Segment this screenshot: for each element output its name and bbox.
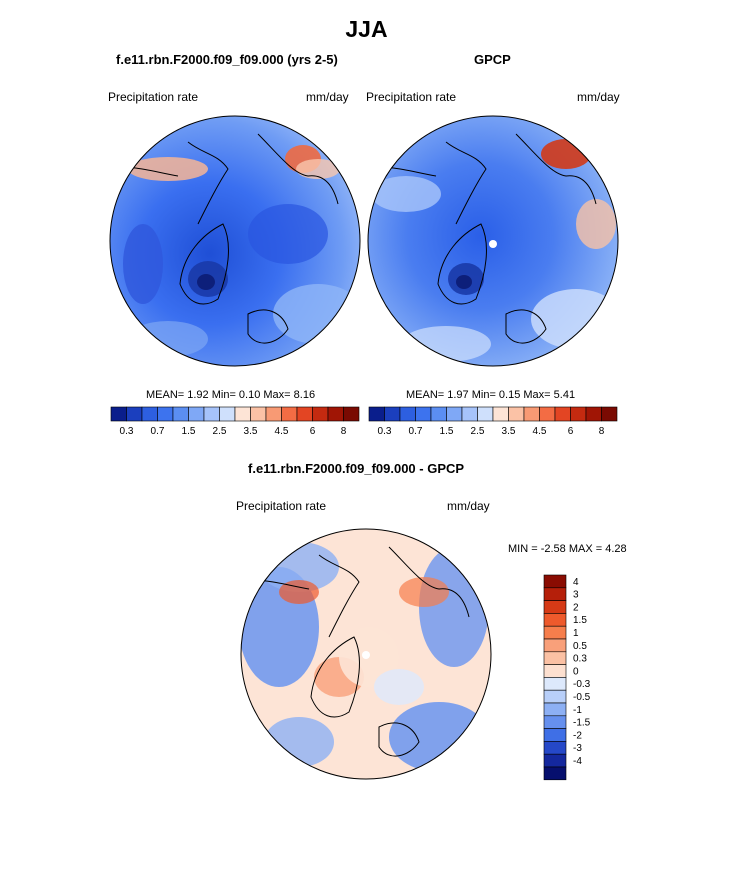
panel-1-units-label: mm/day: [306, 90, 349, 104]
panel-3-colorbar-box: [543, 613, 567, 627]
panel-2-variable-label: Precipitation rate: [366, 90, 457, 104]
panel-2-colorbar-box: [539, 406, 556, 422]
panel-2-colorbar-tick-label: 0.7: [409, 426, 423, 437]
panel-2-colorbar-box: [554, 406, 571, 422]
panel-1-colorbar-box: [327, 406, 344, 422]
panel-1-colorbar-box: [234, 406, 251, 422]
panel-1-colorbar: 0.3 0.7 1.5 2.5 3.5 4.5 6 8: [110, 406, 360, 437]
panel-1-variable-label: Precipitation rate: [108, 90, 199, 104]
panel-3-colorbar-box: [543, 574, 567, 589]
panel-3-colorbar-box: [543, 689, 567, 704]
panel-3-title: f.e11.rbn.F2000.f09_f09.000 - GPCP: [248, 461, 465, 476]
panel-1-stats: MEAN= 1.92 Min= 0.10 Max= 8.16: [146, 389, 316, 401]
panel-3-colorbar-box: [543, 664, 567, 678]
panel-3-colorbar-box: [543, 600, 567, 614]
panel-2-stats: MEAN= 1.97 Min= 0.15 Max= 5.41: [406, 389, 576, 401]
panel-3-colorbar: 4 32 1.5 1 0.5 0.30 -0.3 -0.5 -1 -1.5-2 -3 -4: [543, 574, 591, 781]
panel-3-colorbar-tick-label: 0.3: [573, 654, 587, 665]
panel-2-colorbar-box: [446, 406, 463, 422]
panel-1-colorbar-box: [281, 406, 298, 422]
panel-3-colorbar-tick-label: -2: [573, 730, 582, 741]
panel-3-colorbar-box: [543, 677, 567, 691]
panel-2-colorbar-tick-label: 6: [568, 426, 574, 437]
panel-3-colorbar-box: [543, 766, 567, 781]
panel-1-colorbar-box: [250, 406, 267, 422]
panel-1-polar-map: [109, 115, 361, 367]
panel-1-colorbar-box: [203, 406, 220, 422]
panel-3-colorbar-box: [543, 715, 567, 729]
panel-2-colorbar-box: [399, 406, 416, 422]
panel-3-units-label: mm/day: [447, 499, 490, 513]
panel-1-colorbar-box: [126, 406, 143, 422]
panel-1-colorbar-tick-label: 2.5: [213, 426, 227, 437]
panel-2-colorbar-tick-label: 8: [599, 426, 605, 437]
panel-3-colorbar-tick-label: 3: [573, 590, 579, 601]
panel-3-colorbar-tick-label: 4: [573, 577, 579, 588]
panel-2-colorbar-tick-label: 3.5: [502, 426, 516, 437]
panel-1-colorbar-tick-label: 3.5: [244, 426, 258, 437]
panel-2-colorbar-tick-label: 1.5: [440, 426, 454, 437]
panel-3-colorbar-box: [543, 728, 567, 742]
panel-1-colorbar-box: [141, 406, 158, 422]
panel-3-colorbar-tick-label: -1.5: [573, 718, 591, 729]
panel-2-units-label: mm/day: [577, 90, 620, 104]
panel-2-colorbar-box: [601, 406, 618, 422]
panel-1-colorbar-box: [172, 406, 189, 422]
panel-3-colorbar-box: [543, 753, 567, 768]
panel-2-title: GPCP: [474, 52, 511, 67]
panel-2-colorbar-box: [492, 406, 509, 422]
panel-2-colorbar-tick-label: 4.5: [533, 426, 547, 437]
panel-3-colorbar-tick-label: 1: [573, 628, 579, 639]
panel-1-colorbar-tick-label: 6: [310, 426, 316, 437]
panel-1-colorbar-box: [296, 406, 313, 422]
panel-2-colorbar-box: [461, 406, 478, 422]
panel-2-colorbar-tick-label: 0.3: [378, 426, 392, 437]
panel-1-colorbar-tick-label: 0.3: [120, 426, 134, 437]
panel-2-colorbar-box: [368, 406, 385, 422]
panel-3-polar-map: [240, 528, 492, 780]
panel-1-colorbar-tick-label: 0.7: [151, 426, 165, 437]
panel-1-colorbar-tick-label: 8: [341, 426, 347, 437]
panel-2-colorbar-box: [384, 406, 401, 422]
panel-2-colorbar-box: [508, 406, 525, 422]
panel-3-stats: MIN = -2.58 MAX = 4.28: [508, 543, 627, 555]
panel-3-colorbar-box: [543, 638, 567, 653]
panel-3-colorbar-box: [543, 702, 567, 717]
panel-3-colorbar-box: [543, 651, 567, 665]
panel-1-colorbar-tick-label: 4.5: [275, 426, 289, 437]
panel-1-colorbar-box: [265, 406, 282, 422]
panel-1-colorbar-box: [312, 406, 329, 422]
panel-2-colorbar-box: [477, 406, 494, 422]
panel-3-colorbar-tick-label: -4: [573, 756, 582, 767]
panel-3-colorbar-box: [543, 625, 567, 640]
panel-3-colorbar-tick-label: 0: [573, 666, 579, 677]
panel-2-colorbar-box: [523, 406, 540, 422]
panel-3-colorbar-tick-label: -3: [573, 743, 582, 754]
panel-3-colorbar-tick-label: -1: [573, 705, 582, 716]
panel-1-colorbar-box: [157, 406, 174, 422]
panel-1-colorbar-box: [219, 406, 236, 422]
page-title: JJA: [345, 16, 388, 42]
panel-2-colorbar-tick-label: 2.5: [471, 426, 485, 437]
panel-2-colorbar-box: [585, 406, 602, 422]
panel-2-colorbar-box: [415, 406, 432, 422]
panel-3-colorbar-box: [543, 587, 567, 601]
panel-1-colorbar-box: [110, 406, 127, 422]
panel-3-colorbar-tick-label: -0.5: [573, 692, 591, 703]
panel-3-colorbar-tick-label: -0.3: [573, 679, 591, 690]
panel-2-colorbar-box: [570, 406, 587, 422]
panel-2-colorbar-box: [430, 406, 447, 422]
panel-1-colorbar-tick-label: 1.5: [182, 426, 196, 437]
panel-2-polar-map: [367, 115, 619, 367]
panel-3-colorbar-tick-label: 0.5: [573, 641, 587, 652]
panel-3-variable-label: Precipitation rate: [236, 499, 327, 513]
panel-2-colorbar: 0.3 0.7 1.5 2.5 3.5 4.5 6 8: [368, 406, 618, 437]
panel-1-colorbar-box: [343, 406, 360, 422]
panel-3-colorbar-tick-label: 1.5: [573, 615, 587, 626]
panel-1-colorbar-box: [188, 406, 205, 422]
panel-1-title: f.e11.rbn.F2000.f09_f09.000 (yrs 2-5): [116, 52, 338, 67]
panel-3-colorbar-tick-label: 2: [573, 602, 579, 613]
panel-3-colorbar-box: [543, 741, 567, 755]
